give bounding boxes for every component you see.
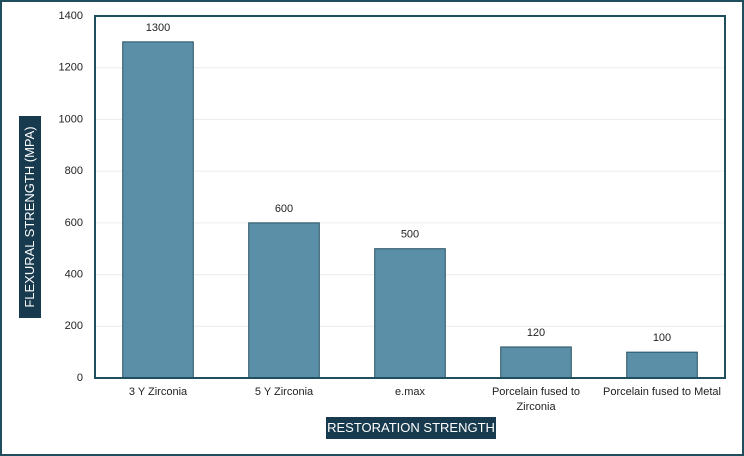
bar — [500, 346, 572, 379]
x-tick-label: Porcelain fused to Metal — [602, 386, 721, 398]
y-tick-label: 400 — [65, 268, 83, 280]
y-tick-label: 1200 — [59, 62, 83, 74]
x-tick-label: e.max — [395, 386, 425, 398]
value-label: 500 — [401, 229, 419, 241]
y-axis-title: FLEXURAL STRENGTH (MPA) — [19, 116, 41, 318]
y-tick-label: 1000 — [59, 113, 83, 125]
y-tick-label: 1400 — [59, 10, 83, 22]
bar — [248, 222, 320, 379]
bar — [122, 41, 194, 379]
y-tick-label: 0 — [77, 372, 83, 384]
value-label: 600 — [275, 203, 293, 215]
bar — [626, 351, 698, 379]
value-label: 120 — [527, 327, 545, 339]
x-tick-label: Porcelain fused to Zirconia — [491, 386, 581, 413]
y-tick-label: 800 — [65, 165, 83, 177]
value-label: 1300 — [146, 22, 170, 34]
value-label: 100 — [653, 332, 671, 344]
plot-border — [94, 15, 726, 379]
x-axis-title: RESTORATION STRENGTH — [326, 417, 496, 439]
y-tick-label: 200 — [65, 320, 83, 332]
bar — [374, 248, 446, 379]
x-tick-label: 3 Y Zirconia — [128, 386, 188, 398]
x-tick-label: 5 Y Zirconia — [254, 386, 314, 398]
y-tick-label: 600 — [65, 217, 83, 229]
